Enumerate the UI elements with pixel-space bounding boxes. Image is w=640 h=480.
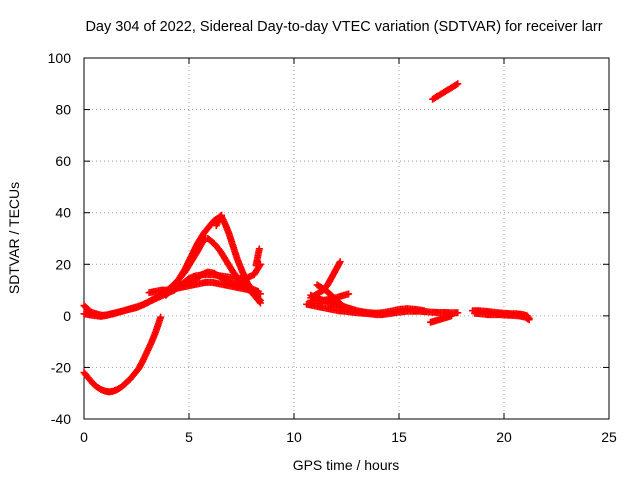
- data-point: [420, 307, 428, 315]
- data-point: [218, 211, 226, 219]
- y-tick-label: 60: [55, 153, 71, 169]
- y-tick-label: 40: [55, 205, 71, 221]
- y-tick-label: 20: [55, 256, 71, 272]
- data-point: [448, 312, 455, 320]
- data-point: [345, 290, 353, 298]
- y-tick-labels: -40 -20 0 20 40 60 80 100: [48, 50, 72, 427]
- series-arc-17: [471, 309, 533, 324]
- data-point: [454, 309, 462, 317]
- data-point: [157, 313, 165, 321]
- y-tick-label: 80: [55, 102, 71, 118]
- y-tick-label: 0: [63, 308, 71, 324]
- data-point: [524, 315, 532, 323]
- y-tick-label: -20: [51, 359, 71, 375]
- data-point: [255, 245, 263, 253]
- data-points: [80, 80, 533, 396]
- data-point: [256, 299, 264, 307]
- plot-frame: [83, 57, 610, 420]
- series-arc-7: [185, 268, 262, 295]
- axis-ticks: [83, 57, 610, 420]
- series-arc-15: [427, 312, 455, 326]
- series-arc-9: [80, 313, 165, 396]
- data-point: [254, 287, 262, 295]
- data-point: [525, 316, 533, 324]
- x-tick-label: 25: [601, 429, 617, 445]
- data-point: [255, 298, 263, 306]
- x-tick-label: 15: [391, 429, 407, 445]
- data-point: [341, 303, 349, 311]
- y-tick-label: -40: [51, 411, 71, 427]
- chart-title: Day 304 of 2022, Sidereal Day-to-day VTE…: [85, 19, 602, 35]
- x-axis-title: GPS time / hours: [293, 457, 400, 473]
- grid-lines: [84, 58, 609, 419]
- series-arc-18: [429, 80, 462, 103]
- series-arc-14: [307, 258, 344, 302]
- data-point: [452, 81, 460, 89]
- x-tick-label: 20: [496, 429, 512, 445]
- y-tick-label: 100: [48, 50, 72, 66]
- x-tick-label: 10: [286, 429, 302, 445]
- data-point: [336, 258, 344, 266]
- data-point: [343, 304, 350, 312]
- data-point: [454, 80, 462, 88]
- y-axis-title: SDTVAR / TECUs: [6, 182, 22, 294]
- series-arc-6: [162, 211, 226, 299]
- x-tick-label: 5: [185, 429, 193, 445]
- series-arc-8: [252, 245, 263, 270]
- x-tick-labels: 0 5 10 15 20 25: [80, 429, 617, 445]
- x-tick-label: 0: [80, 429, 88, 445]
- data-point: [217, 212, 224, 220]
